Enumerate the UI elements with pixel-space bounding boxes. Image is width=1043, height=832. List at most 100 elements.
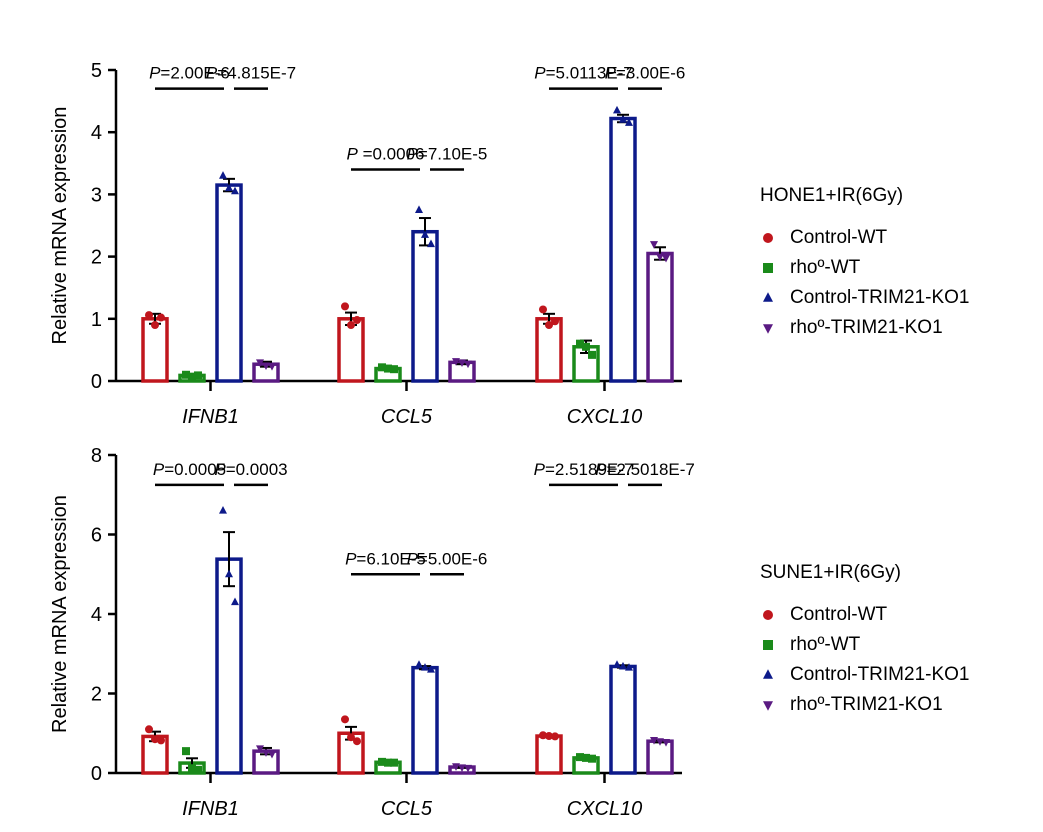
- bar: [535, 734, 563, 775]
- data-point: [625, 663, 633, 671]
- bar: [646, 251, 674, 383]
- data-point: [151, 321, 159, 330]
- p-value-label: P=2.00E-6: [149, 64, 230, 83]
- data-point: [415, 660, 423, 668]
- x-tick-label: IFNB1: [182, 798, 239, 820]
- bar: [646, 739, 674, 775]
- data-point: [415, 205, 423, 213]
- data-point: [545, 732, 553, 741]
- x-tick-label: CCL5: [381, 406, 433, 428]
- legend-item: Control-TRIM21-KO1: [760, 283, 970, 313]
- legend-swatch: [763, 640, 773, 650]
- data-point: [347, 321, 355, 330]
- data-point: [194, 765, 202, 774]
- data-point: [151, 735, 159, 744]
- data-point: [656, 738, 664, 746]
- data-point: [625, 118, 633, 126]
- y-tick-label: 1: [91, 309, 102, 331]
- data-point: [194, 371, 202, 380]
- bar: [215, 557, 243, 775]
- legend-title: SUNE1+IR(6Gy): [760, 562, 901, 583]
- bar: [609, 664, 637, 775]
- y-axis-title: Relative mRNA expression: [49, 107, 71, 345]
- top-chart-legend: HONE1+IR(6Gy) Control-WT rhoº-WT Control-T…: [760, 185, 970, 343]
- legend-item: rhoº-TRIM21-KO1: [760, 313, 970, 343]
- x-tick-label: CCL5: [381, 798, 433, 820]
- legend-item: Control-WT: [760, 600, 970, 630]
- data-point: [341, 302, 349, 311]
- data-point: [262, 749, 270, 757]
- p-value-label: P=3.00E-6: [605, 64, 686, 83]
- top-chart-panel: 0 1 2 3 4 5 Relative mRNA expression IFNB1 CCL5 C…: [49, 60, 685, 428]
- legend-swatch: [763, 292, 773, 302]
- data-point: [551, 732, 559, 741]
- p-value-label: P=5.0113E-7: [534, 64, 632, 83]
- bar: [215, 183, 243, 383]
- data-point: [551, 317, 559, 326]
- data-point: [157, 736, 165, 745]
- legend-item: rhoº-TRIM21-KO1: [760, 690, 970, 720]
- bar: [535, 317, 563, 383]
- data-point: [452, 358, 460, 366]
- y-tick-label: 8: [91, 445, 102, 467]
- p-value-label: P=0.0005: [153, 460, 226, 479]
- data-point: [662, 738, 670, 747]
- legend-swatch-svg: [763, 292, 773, 302]
- data-point: [268, 363, 276, 371]
- data-point: [225, 183, 233, 192]
- data-point: [619, 115, 627, 123]
- legend-marker-icon: [760, 260, 776, 276]
- legend-swatch: [763, 324, 773, 334]
- data-point: [225, 569, 233, 578]
- data-point: [145, 725, 153, 734]
- bottom-chart-panel: 0 2 4 6 8 Relative mRNA expression IFNB1 CCL5 CX…: [49, 445, 695, 820]
- bar: [411, 229, 439, 383]
- legend-swatch-svg: [763, 701, 773, 711]
- data-point: [390, 758, 398, 767]
- data-point: [613, 105, 621, 114]
- data-point: [421, 663, 429, 671]
- y-tick-label: 6: [91, 525, 102, 547]
- p-value-label: P =0.0006: [347, 145, 425, 164]
- data-point: [390, 365, 398, 374]
- data-point: [458, 359, 466, 367]
- data-point: [219, 171, 227, 179]
- data-point: [353, 316, 361, 325]
- legend-marker-icon: [760, 320, 776, 336]
- legend-marker-icon: [760, 607, 776, 623]
- legend-label: rhoº-TRIM21-KO1: [790, 694, 943, 715]
- data-point: [427, 665, 435, 673]
- legend-swatch-svg: [763, 324, 773, 334]
- legend-label: rhoº-WT: [790, 634, 861, 655]
- data-point: [619, 661, 627, 670]
- y-tick-label: 5: [91, 60, 102, 82]
- y-tick-label: 2: [91, 684, 102, 706]
- x-tick-label: CXCL10: [567, 798, 643, 820]
- data-point: [262, 362, 270, 371]
- data-point: [539, 731, 547, 740]
- legend-swatch-svg: [763, 640, 773, 650]
- p-value-label: P=0.0003: [214, 460, 287, 479]
- y-tick-label: 0: [91, 763, 102, 785]
- data-point: [576, 339, 584, 348]
- legend-label: Control-WT: [790, 604, 888, 625]
- p-value-label: P=4.815E-7: [206, 64, 296, 83]
- p-value-label: P=2.5189E-7: [534, 460, 634, 479]
- y-tick-label: 4: [91, 604, 102, 626]
- data-point: [231, 597, 239, 606]
- x-tick-label: IFNB1: [182, 406, 239, 428]
- legend-label: Control-TRIM21-KO1: [790, 287, 970, 308]
- legend-label: Control-WT: [790, 227, 888, 248]
- data-point: [353, 737, 361, 746]
- data-point: [464, 360, 472, 369]
- data-point: [588, 350, 596, 359]
- legend-label: rhoº-WT: [790, 257, 861, 278]
- data-point: [188, 372, 196, 381]
- legend-marker-icon: [760, 230, 776, 246]
- data-point: [384, 364, 392, 373]
- data-point: [650, 241, 658, 249]
- y-axis-title: Relative mRNA expression: [49, 495, 71, 733]
- data-point: [157, 313, 165, 322]
- data-point: [458, 764, 466, 773]
